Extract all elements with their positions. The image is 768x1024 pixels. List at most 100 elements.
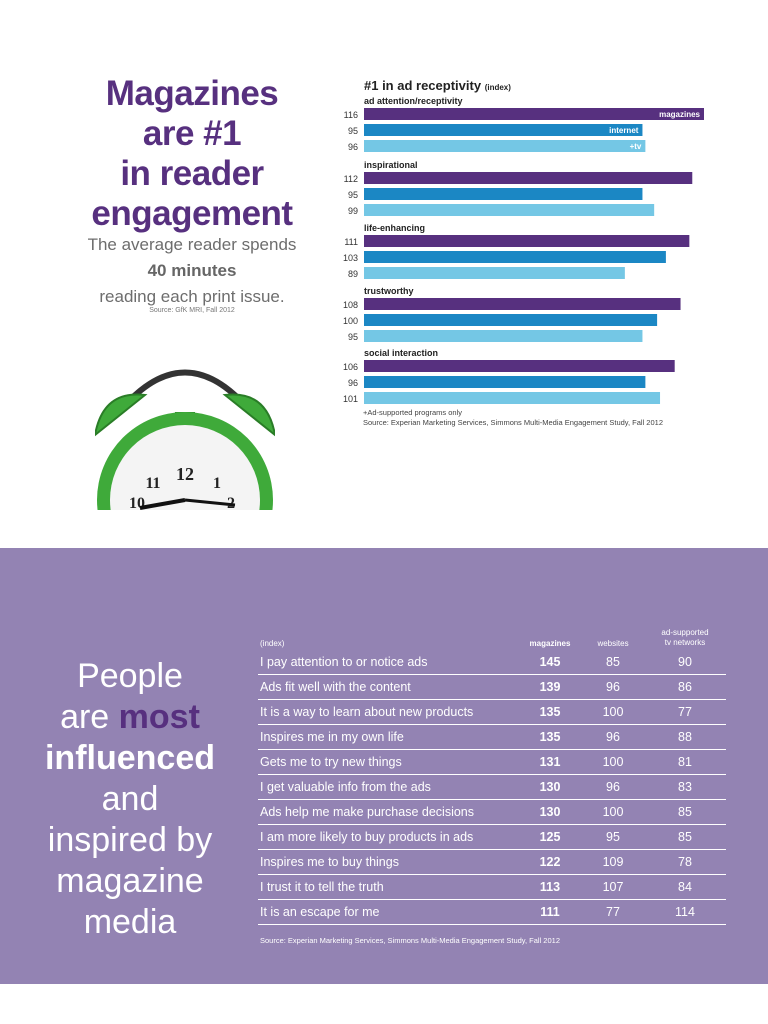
bar-magazines xyxy=(364,172,693,184)
group-label: inspirational xyxy=(364,160,418,170)
row-label: Ads fit well with the content xyxy=(260,680,411,694)
row-value: 77 xyxy=(678,705,692,719)
table-row: I trust it to tell the truth 113 107 84 xyxy=(258,875,726,900)
row-value: 100 xyxy=(602,705,624,719)
row-value: 96 xyxy=(606,680,620,694)
row-value: 114 xyxy=(675,905,695,919)
row-label: Ads help me make purchase decisions xyxy=(260,805,475,819)
row-value: 77 xyxy=(606,905,620,919)
row-label: I am more likely to buy products in ads xyxy=(260,830,474,844)
row-value: 84 xyxy=(678,880,692,894)
row-value: 139 xyxy=(539,680,561,694)
influence-section: People are most influenced and inspired … xyxy=(0,548,768,984)
chart-title-text: #1 in ad receptivity xyxy=(364,78,482,93)
table-row: Ads help me make purchase decisions 130 10… xyxy=(258,800,726,825)
table-row: Ads fit well with the content 139 96 86 xyxy=(258,675,726,700)
influence-word: People xyxy=(77,657,183,695)
stat-source: Source: GfK MRI, Fall 2012 xyxy=(149,307,235,314)
bar-magazines xyxy=(364,360,675,372)
value-label: 116 xyxy=(344,110,358,120)
row-value: 78 xyxy=(678,855,692,869)
svg-text:12: 12 xyxy=(176,464,194,484)
value-label: 101 xyxy=(343,394,358,404)
bar-internet xyxy=(364,376,646,388)
reader-stat-line3: reading each print issue. xyxy=(99,287,285,306)
top-section: Magazines are #1 in reader engagement Th… xyxy=(72,74,704,510)
headline-line: Magazines xyxy=(105,74,279,113)
influence-word: inspired by xyxy=(47,821,213,859)
header-magazines: magazines xyxy=(529,639,571,648)
row-value: 107 xyxy=(602,880,624,894)
value-label: 96 xyxy=(348,378,358,388)
influence-word-highlight: most xyxy=(118,698,200,736)
bar-tv xyxy=(364,392,661,404)
header-tv-line1: ad-supported xyxy=(661,628,709,637)
row-label: Inspires me to buy things xyxy=(260,855,399,869)
reader-stat-line1: The average reader spends xyxy=(87,235,297,254)
bar-internet xyxy=(364,124,643,136)
value-label: 95 xyxy=(348,190,358,200)
group-label: life-enhancing xyxy=(364,223,425,233)
influence-table: (index) magazines websites ad-supported t… xyxy=(258,628,726,925)
value-label: 95 xyxy=(348,126,358,136)
row-value: 81 xyxy=(678,755,692,769)
table-row: Inspires me to buy things 122 109 78 xyxy=(258,850,726,875)
bar-tv xyxy=(364,267,625,279)
bar-tv xyxy=(364,140,646,152)
influence-line: are most xyxy=(20,697,240,738)
row-value: 131 xyxy=(539,755,561,769)
value-label: 96 xyxy=(348,142,358,152)
row-value: 100 xyxy=(602,805,624,819)
value-label: 95 xyxy=(348,332,358,342)
row-label: Inspires me in my own life xyxy=(260,730,404,744)
row-value: 100 xyxy=(602,755,624,769)
bar-magazines xyxy=(364,108,704,120)
series-label: +tv xyxy=(630,142,642,151)
header-tv: ad-supported tv networks xyxy=(652,628,718,648)
influence-word-bold: influenced xyxy=(44,739,216,777)
row-value: 130 xyxy=(539,805,561,819)
row-value: 125 xyxy=(539,830,561,844)
row-value: 145 xyxy=(539,655,561,669)
svg-text:11: 11 xyxy=(145,475,160,492)
alarm-clock-icon: 12 11 10 1 2 xyxy=(95,369,275,510)
row-value: 96 xyxy=(606,730,620,744)
row-value: 113 xyxy=(539,880,561,894)
table-row: It is an escape for me 111 77 114 xyxy=(258,900,726,925)
row-value: 85 xyxy=(606,655,620,669)
row-value: 130 xyxy=(539,780,561,794)
svg-text:1: 1 xyxy=(213,475,221,492)
table-body: I pay attention to or notice ads 145 85 90 A… xyxy=(258,650,726,925)
group-label: ad attention/receptivity xyxy=(364,96,463,106)
row-label: It is an escape for me xyxy=(260,905,380,919)
bar-tv xyxy=(364,330,643,342)
reader-stat-minutes: 40 minutes xyxy=(147,261,237,280)
row-value: 88 xyxy=(678,730,692,744)
influence-headline: People are most influenced and inspired … xyxy=(20,656,240,943)
row-value: 135 xyxy=(539,705,561,719)
row-label: I get valuable info from the ads xyxy=(260,780,431,794)
table-row: I pay attention to or notice ads 145 85 90 xyxy=(258,650,726,675)
header-index: (index) xyxy=(260,639,285,648)
row-value: 85 xyxy=(678,830,692,844)
value-label: 112 xyxy=(344,174,358,184)
reader-stat: The average reader spends 40 minutes rea… xyxy=(72,232,312,310)
table-row: It is a way to learn about new products 1… xyxy=(258,700,726,725)
row-value: 135 xyxy=(539,730,561,744)
influence-word: media xyxy=(83,903,177,941)
table-source: Source: Experian Marketing Services, Sim… xyxy=(260,936,560,945)
bar-internet xyxy=(364,188,643,200)
headline: Magazines are #1 in reader engagement xyxy=(72,74,312,234)
table-row: I am more likely to buy products in ads 1… xyxy=(258,825,726,850)
row-label: Gets me to try new things xyxy=(260,755,402,769)
bar-internet xyxy=(364,251,666,263)
bar-magazines xyxy=(364,298,681,310)
influence-word: magazine xyxy=(56,862,204,900)
row-label: I pay attention to or notice ads xyxy=(260,655,428,669)
value-label: 99 xyxy=(348,206,358,216)
headline-line: are #1 xyxy=(142,114,242,153)
row-value: 90 xyxy=(678,655,692,669)
value-label: 111 xyxy=(344,237,358,247)
influence-word: are xyxy=(60,698,110,736)
influence-word: and xyxy=(101,780,159,818)
